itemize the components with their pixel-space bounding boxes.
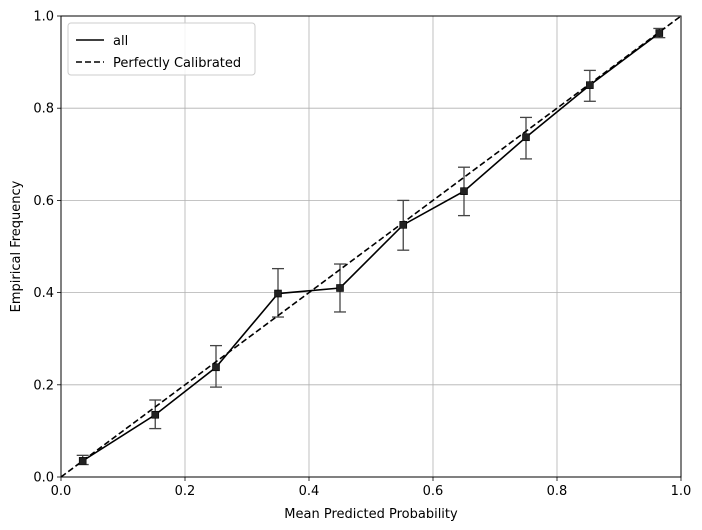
y-tick-label: 0.8 bbox=[33, 102, 54, 117]
legend-label-all: all bbox=[113, 34, 128, 49]
axis-ticks: 0.0 0.2 0.4 0.6 0.8 1.0 0.0 0.2 0.4 0.6 0.8 1.0 bbox=[33, 10, 691, 500]
plot-frame bbox=[60, 15, 682, 478]
data-point bbox=[336, 284, 344, 292]
data-point bbox=[399, 221, 408, 229]
data-point bbox=[522, 133, 530, 142]
series-markers bbox=[78, 29, 664, 465]
y-tick-label: 0.2 bbox=[33, 378, 54, 393]
data-point bbox=[460, 187, 468, 195]
y-tick-label: 0.4 bbox=[33, 286, 54, 301]
y-tick-label: 0.0 bbox=[33, 471, 54, 486]
legend: all Perfectly Calibrated bbox=[67, 22, 256, 76]
legend-label-perfectly-calibrated: Perfectly Calibrated bbox=[113, 56, 241, 71]
data-point bbox=[151, 410, 160, 419]
x-tick-label: 0.8 bbox=[547, 484, 568, 499]
data-point bbox=[655, 29, 664, 37]
series-line-all bbox=[82, 32, 660, 462]
y-tick-label: 1.0 bbox=[33, 10, 54, 25]
x-tick-label: 1.0 bbox=[671, 484, 692, 499]
data-point bbox=[274, 289, 282, 298]
data-point bbox=[78, 457, 87, 465]
series-line-perfectly-calibrated bbox=[60, 15, 682, 478]
series-lines bbox=[60, 15, 682, 478]
x-tick-label: 0.4 bbox=[299, 484, 320, 499]
y-axis-label: Empirical Frequency bbox=[9, 180, 24, 312]
y-tick-label: 0.6 bbox=[33, 194, 54, 209]
x-tick-label: 0.0 bbox=[51, 484, 72, 499]
x-axis-label: Mean Predicted Probability bbox=[284, 507, 458, 522]
legend-box bbox=[67, 22, 256, 76]
x-tick-label: 0.2 bbox=[175, 484, 196, 499]
data-point bbox=[212, 363, 220, 372]
x-tick-label: 0.6 bbox=[423, 484, 444, 499]
data-point bbox=[586, 81, 594, 89]
